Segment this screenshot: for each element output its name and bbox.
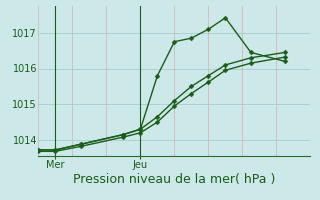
X-axis label: Pression niveau de la mer( hPa ): Pression niveau de la mer( hPa )	[73, 173, 276, 186]
